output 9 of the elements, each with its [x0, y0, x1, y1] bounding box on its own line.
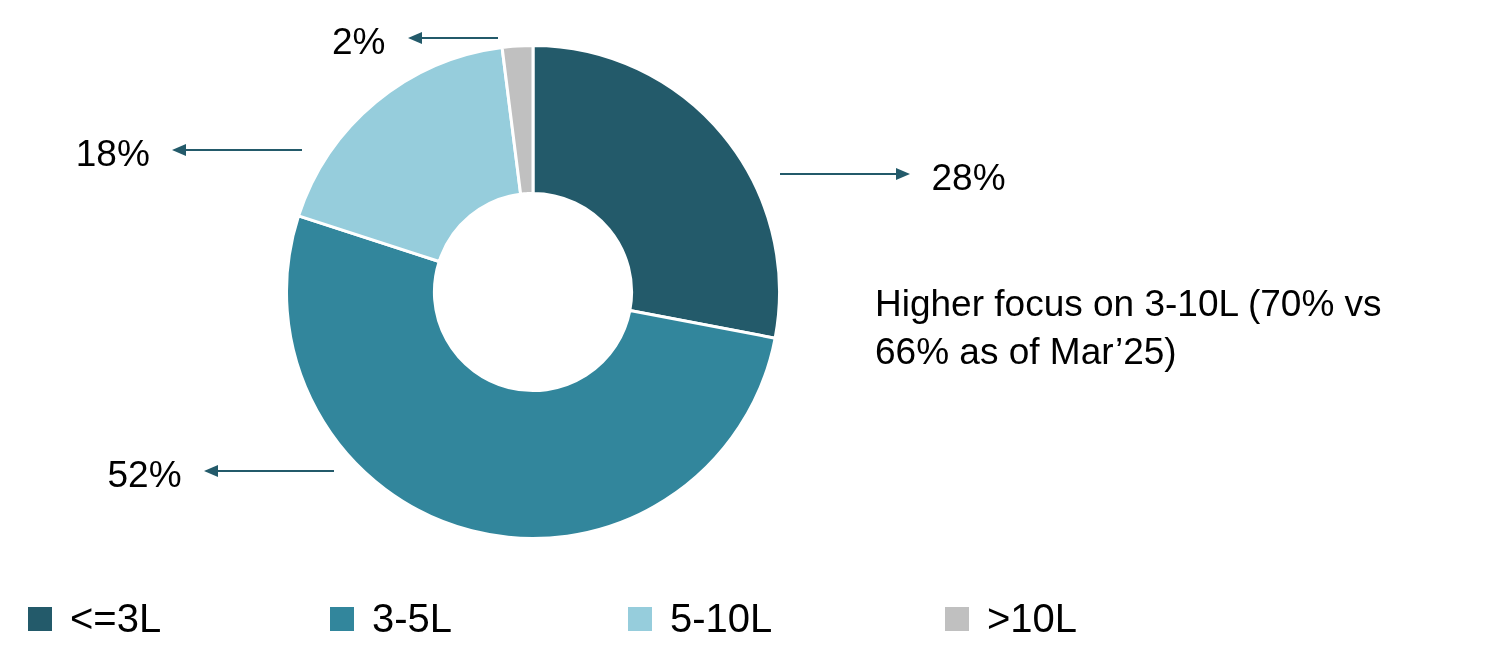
legend-label: <=3L	[70, 596, 162, 641]
legend-label: 3-5L	[372, 596, 453, 641]
data-label: 28%	[931, 157, 1006, 199]
data-label: 18%	[75, 132, 150, 174]
legend-label: >10L	[987, 596, 1078, 641]
data-label: 52%	[107, 454, 182, 496]
data-label: 2%	[332, 20, 386, 62]
text: Higher focus on 3-10L (70% vs 66% as of Mar’25)	[875, 282, 1383, 374]
legend-label: 5-10L	[670, 596, 773, 641]
